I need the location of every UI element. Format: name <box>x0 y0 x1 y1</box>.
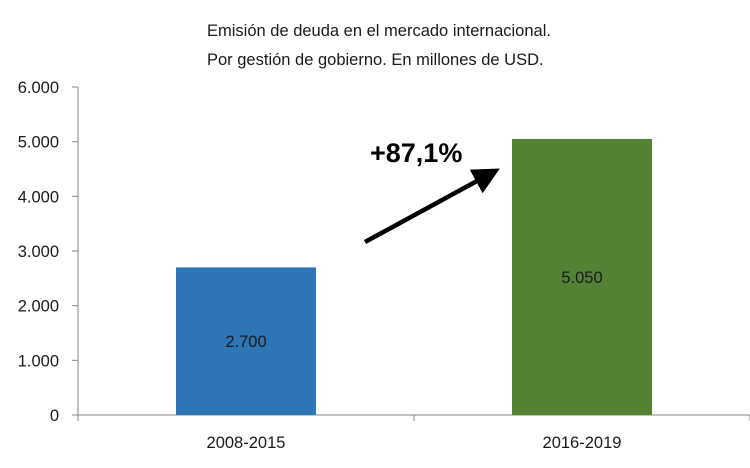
y-tick-label: 2.000 <box>18 298 59 316</box>
growth-annotation: +87,1% <box>370 138 462 168</box>
growth-arrow <box>363 168 500 244</box>
bar-2008-2015 <box>176 267 316 415</box>
y-tick-label: 5.000 <box>18 134 59 152</box>
bars: 2.700 5.050 <box>176 138 652 415</box>
chart-title-line-1: Emisión de deuda en el mercado internaci… <box>207 22 551 40</box>
y-axis: 0 1.000 2.000 3.000 4.000 5.000 6.000 <box>18 79 79 425</box>
x-axis: 2008-2015 2016-2019 <box>77 414 750 452</box>
x-category-label: 2008-2015 <box>207 434 286 452</box>
y-tick-label: 0 <box>50 407 59 425</box>
bar-data-label: 2.700 <box>225 333 266 351</box>
bar-2016-2019 <box>512 138 652 415</box>
y-tick-label: 3.000 <box>18 243 59 261</box>
chart-title-line-2: Por gestión de gobierno. En millones de … <box>207 51 544 69</box>
y-tick-label: 4.000 <box>18 188 59 206</box>
y-tick-label: 1.000 <box>18 352 59 370</box>
bar-data-label: 5.050 <box>561 269 602 287</box>
y-tick-label: 6.000 <box>18 79 59 97</box>
x-category-label: 2016-2019 <box>543 434 622 452</box>
